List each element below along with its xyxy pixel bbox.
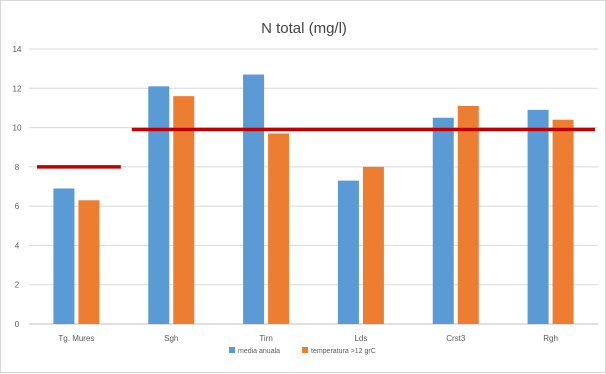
x-axis-ticks: Tg. Mures Sgh Tirn Lds Crst3 Rgh — [58, 334, 558, 343]
bar — [243, 74, 265, 325]
x-tick-label: Sgh — [164, 334, 178, 343]
bar — [527, 109, 549, 325]
y-tick-label: 0 — [15, 320, 20, 329]
reference-lines-layer — [37, 127, 595, 169]
y-tick-label: 4 — [15, 241, 20, 250]
bar — [457, 105, 479, 324]
chart-title: N total (mg/l) — [261, 20, 347, 37]
legend-label: temperatura >12 grC — [311, 348, 376, 355]
legend: media anuala temperatura >12 grC — [229, 347, 376, 355]
x-tick-label: Tirn — [259, 334, 272, 343]
y-tick-label: 12 — [13, 84, 22, 93]
y-tick-label: 14 — [13, 45, 22, 54]
x-tick-label: Crst3 — [446, 334, 466, 343]
bar — [552, 119, 574, 324]
y-tick-label: 8 — [15, 163, 20, 172]
bars-layer — [53, 74, 574, 325]
bar — [53, 188, 75, 324]
bar — [268, 133, 290, 324]
grid-layer — [29, 48, 598, 325]
legend-swatch — [302, 347, 308, 353]
bar — [148, 86, 170, 324]
y-tick-label: 6 — [15, 202, 20, 211]
bar — [432, 117, 454, 324]
legend-label: media anuala — [238, 348, 280, 355]
bar — [78, 200, 100, 324]
x-tick-label: Lds — [354, 334, 367, 343]
bar — [362, 166, 384, 324]
x-tick-label: Tg. Mures — [58, 334, 94, 343]
y-tick-label: 10 — [13, 124, 22, 133]
y-tick-label: 2 — [15, 281, 20, 290]
bar — [173, 96, 195, 325]
legend-swatch — [229, 347, 235, 353]
x-tick-label: Rgh — [543, 334, 558, 343]
bar — [337, 180, 359, 324]
y-axis-ticks: 0 2 4 6 8 10 12 14 — [13, 45, 22, 329]
